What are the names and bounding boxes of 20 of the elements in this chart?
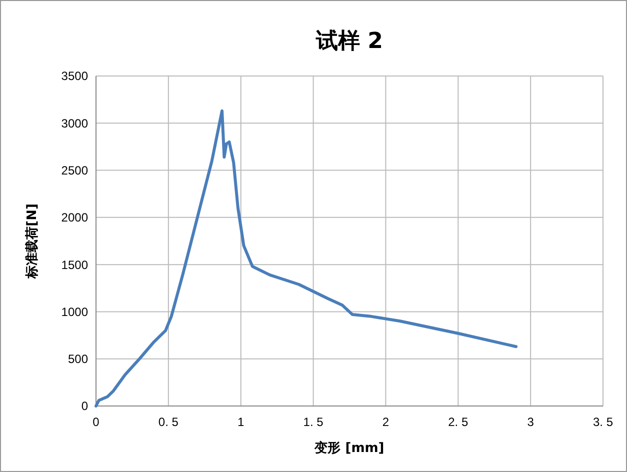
y-tick-label: 3000 <box>61 116 88 130</box>
y-axis-title: 标准载荷[N] <box>24 204 40 280</box>
x-tick-label: 2. 5 <box>448 415 468 429</box>
y-tick-label: 3500 <box>61 69 88 84</box>
y-tick-label: 2000 <box>61 210 88 225</box>
x-tick-label: 1. 5 <box>303 415 324 429</box>
y-tick-label: 1000 <box>61 304 88 319</box>
x-tick-label: 3 <box>527 415 534 429</box>
chart-title: 试样 2 <box>315 29 383 54</box>
line-series <box>94 109 518 408</box>
x-axis-title: 变形 [mm] <box>314 440 384 456</box>
y-tick-label: 1500 <box>61 258 88 272</box>
x-tick-label: 0 <box>92 415 100 429</box>
y-tick-label: 500 <box>68 352 88 366</box>
x-tick-label: 1 <box>238 415 245 429</box>
x-tick-label: 3. 5 <box>592 415 614 429</box>
x-tick-label: 2 <box>382 415 390 429</box>
x-tick-label: 0. 5 <box>158 415 179 429</box>
y-tick-label: 0 <box>81 399 88 414</box>
y-tick-label: 2500 <box>61 163 88 178</box>
